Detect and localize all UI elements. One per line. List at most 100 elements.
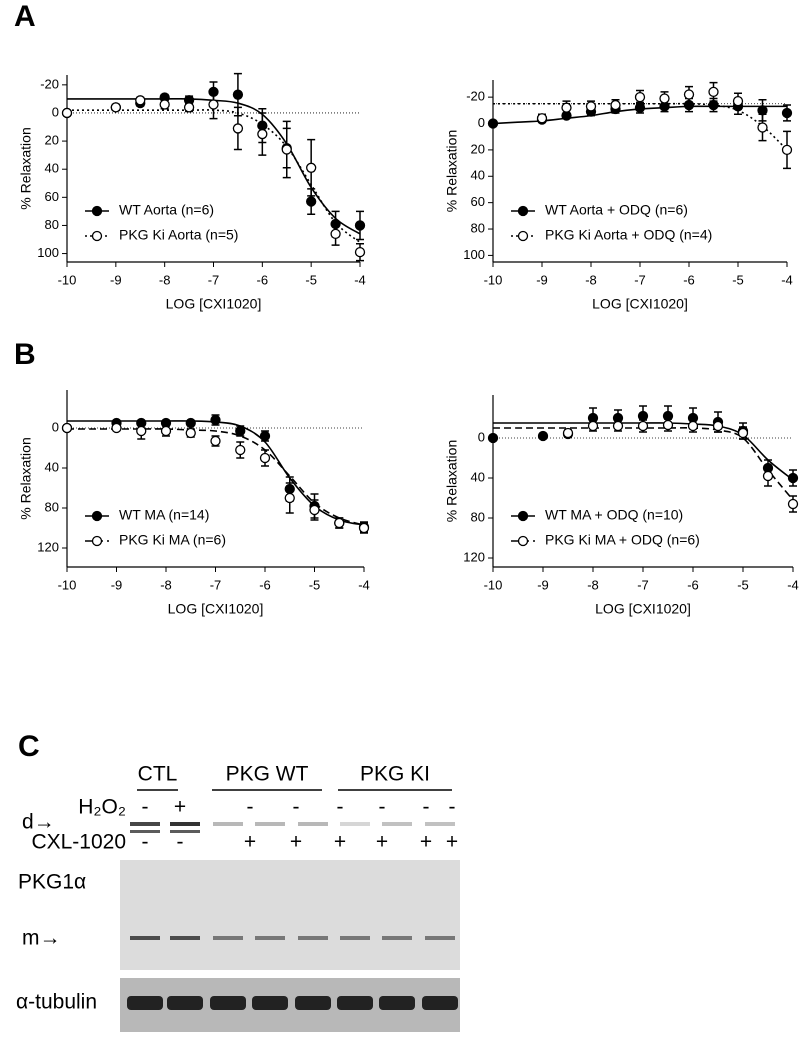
- data-point: [281, 144, 292, 155]
- legend-marker: [91, 535, 103, 547]
- band: [255, 936, 285, 940]
- treatment-sign: +: [446, 831, 458, 854]
- data-point: [306, 196, 317, 207]
- band: [422, 996, 458, 1010]
- data-point: [634, 91, 646, 103]
- treatment-sign: -: [379, 796, 386, 819]
- band: [213, 822, 243, 826]
- y-tick-label: 80: [471, 509, 485, 524]
- legend-marker: [91, 510, 103, 522]
- y-tick-label: 80: [45, 217, 59, 232]
- data-point: [787, 472, 799, 484]
- x-axis-label: LOG [CXI1020]: [592, 296, 688, 312]
- treatment-sign: -: [142, 796, 149, 819]
- data-point: [235, 444, 246, 456]
- x-tick-label: -9: [111, 577, 123, 592]
- y-tick-label: 60: [45, 189, 59, 204]
- band: [425, 936, 455, 940]
- data-point: [334, 517, 345, 529]
- y-tick-label: -20: [40, 76, 59, 91]
- x-tick-label: -10: [58, 272, 77, 287]
- treatment-sign: +: [174, 796, 186, 819]
- y-tick-label: 100: [37, 245, 59, 260]
- legend-marker: [517, 510, 529, 522]
- data-point: [208, 99, 219, 110]
- chart: 0 40 80 120 -10 -9 -8 -7 -6 -5 -4 LOG [CXI1020] % Re…: [444, 395, 799, 617]
- data-point: [781, 107, 793, 119]
- data-point: [487, 118, 499, 129]
- panel-label: A: [14, 0, 36, 33]
- legend-label: WT MA (n=14): [119, 507, 209, 523]
- band-label: m→: [22, 927, 61, 950]
- x-tick-label: -5: [732, 272, 744, 287]
- blot-membrane: [120, 860, 460, 970]
- y-tick-label: 120: [463, 549, 485, 564]
- data-point: [259, 430, 271, 442]
- x-tick-label: -7: [208, 272, 220, 287]
- x-tick-label: -6: [259, 577, 271, 592]
- band: [130, 822, 160, 826]
- band: [379, 996, 415, 1010]
- data-point: [737, 427, 749, 439]
- chart: -20 0 20 40 60 80 100 -10 -9 -8 -7 -6 -5 -4 LOG [CXI10…: [444, 80, 793, 312]
- x-tick-label: -9: [110, 272, 122, 287]
- data-point: [562, 427, 574, 439]
- chart: -20 0 20 40 60 80 100 -10 -9 -8 -7 -6 -5 -4 LOG [CXI10…: [18, 72, 366, 312]
- legend-marker: [517, 535, 529, 547]
- treatment-sign: +: [420, 831, 432, 854]
- band: [170, 830, 200, 833]
- data-point: [111, 422, 122, 434]
- data-point: [585, 101, 597, 112]
- y-tick-label: 40: [471, 168, 485, 183]
- data-point: [787, 498, 799, 510]
- treatment-sign: +: [334, 831, 346, 854]
- x-tick-label: -8: [587, 577, 599, 592]
- y-tick-label: 120: [37, 539, 59, 554]
- treatment-sign: -: [449, 796, 456, 819]
- data-point: [708, 86, 719, 98]
- x-axis-label: LOG [CXI1020]: [595, 601, 691, 617]
- x-tick-label: -4: [781, 272, 793, 287]
- data-point: [185, 427, 196, 439]
- x-tick-label: -4: [787, 577, 799, 592]
- y-tick-label: 0: [478, 429, 485, 444]
- x-tick-label: -4: [354, 272, 366, 287]
- y-tick-label: 20: [45, 133, 59, 148]
- data-point: [662, 419, 674, 431]
- treatment-sign: +: [376, 831, 388, 854]
- y-tick-label: 40: [471, 469, 485, 484]
- data-point: [354, 247, 366, 258]
- y-tick-label: 80: [45, 499, 59, 514]
- data-point: [159, 99, 170, 110]
- y-tick-label: -20: [466, 89, 485, 104]
- band: [382, 936, 412, 940]
- data-point: [561, 102, 572, 113]
- data-point: [487, 432, 499, 444]
- band: [298, 822, 328, 826]
- x-tick-label: -6: [683, 272, 695, 287]
- x-tick-label: -7: [634, 272, 646, 287]
- band: [255, 822, 285, 826]
- x-tick-label: -7: [210, 577, 222, 592]
- data-point: [659, 93, 670, 104]
- band: [167, 996, 203, 1010]
- data-point: [587, 420, 599, 432]
- band: [210, 996, 246, 1010]
- data-point: [110, 102, 121, 113]
- legend-label: PKG Ki Aorta + ODQ (n=4): [545, 227, 712, 243]
- band: [382, 822, 412, 826]
- y-tick-label: 100: [463, 247, 485, 262]
- data-point: [135, 95, 146, 106]
- data-point: [160, 425, 172, 437]
- band: [170, 936, 200, 940]
- panel-label: C: [18, 730, 40, 763]
- data-point: [757, 122, 768, 133]
- data-point: [61, 107, 73, 119]
- x-tick-label: -10: [484, 577, 503, 592]
- panel-label: B: [14, 338, 36, 371]
- x-tick-label: -8: [159, 272, 171, 287]
- data-point: [257, 128, 268, 140]
- treatment-sign: -: [247, 796, 254, 819]
- treatment-sign: +: [244, 831, 256, 854]
- x-axis-label: LOG [CXI1020]: [168, 601, 264, 617]
